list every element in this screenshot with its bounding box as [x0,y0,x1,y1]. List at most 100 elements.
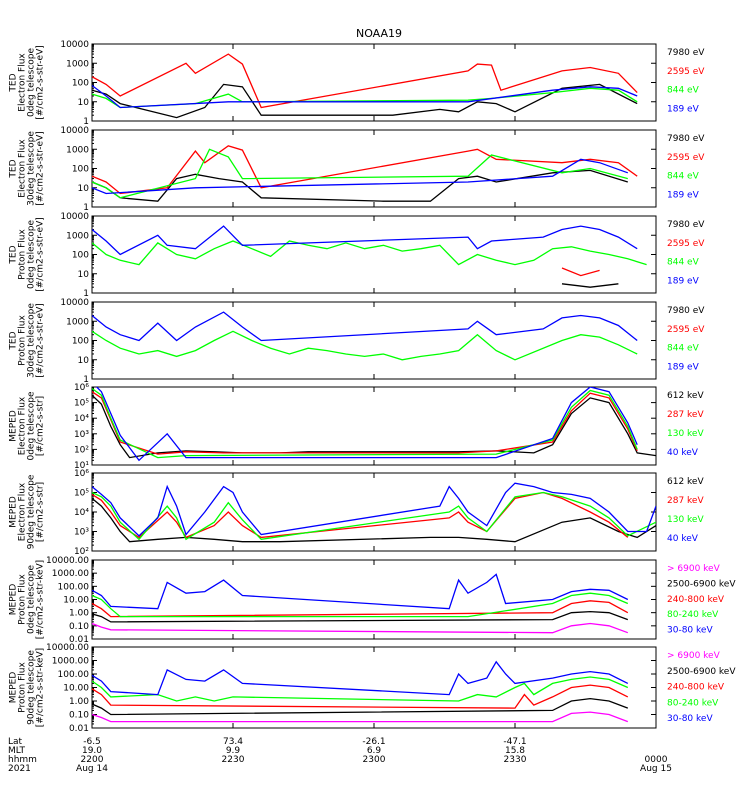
y-tick-label: 10.00 [63,596,89,606]
panel-7: 0.010.101.0010.00100.001000.0010000.00ME… [9,556,737,645]
series-line [92,83,638,119]
y-axis-label-line: Proton Flux [18,315,28,366]
y-tick-label: 1.00 [69,697,89,707]
legend-entry: 2595 eV [667,325,705,335]
legend-entry: 2595 eV [667,67,705,77]
y-axis-label: TEDElectron Flux0deg telescope[#/cm2-s-s… [9,45,46,120]
x-time-label: 2200 [81,755,104,765]
series-line [92,53,638,109]
legend-entry: 7980 eV [667,306,705,316]
y-tick-label: 10 [78,356,90,366]
x-date-start: Aug 14 [76,764,108,774]
y-axis-label-line: [#/cm2-s-str-eV] [36,303,46,378]
y-axis-label-line: Proton Flux [18,229,28,280]
x-lat-label: -47.1 [503,737,526,747]
y-tick-label: 1000 [66,317,89,327]
series-line [92,240,647,266]
y-tick-label: 10⁶ [74,383,89,393]
y-tick-label: 100 [72,79,89,89]
y-axis-label-line: 30deg telescope [27,303,37,378]
series-group [92,387,656,462]
legend-entry: 130 keV [667,429,704,439]
legend-entry: 80-240 keV [667,610,719,620]
y-axis-label-line: MEPED [9,672,19,704]
legend-entry: 240-800 keV [667,595,725,605]
y-axis-label-line: Proton Flux [18,662,28,713]
x-row-label: MLT [8,746,26,756]
legend-entry: > 6900 keV [667,564,721,574]
y-tick-label: 10000 [60,212,89,222]
panel-2: 1 10 100 1000 10000 TEDElectron Flux30deg tel… [9,126,706,213]
y-tick-label: 1000.00 [52,569,89,579]
figure-title: NOAA19 [356,27,402,40]
y-axis-label: MEPEDElectron Flux90deg telescope[#/cm2-… [9,474,46,549]
y-tick-label: 10 [78,270,90,280]
y-axis-label-line: Electron Flux [18,139,28,198]
y-axis-label-line: MEPED [9,496,19,528]
legend-entry: 30-80 keV [667,714,713,724]
y-axis-label-line: 0deg telescope [27,565,37,635]
y-axis-label-line: 30deg telescope [27,131,37,206]
y-tick-label: 100 [72,165,89,175]
y-axis-label: TEDProton Flux30deg telescope[#/cm2-s-st… [9,303,46,378]
x-mlt-label: 15.8 [505,746,525,756]
series-group [92,482,656,543]
x-time-label: 2230 [222,755,245,765]
y-tick-label: 10000 [60,126,89,136]
y-tick-label: 10³ [74,430,89,440]
series-group [92,225,647,288]
legend-entry: > 6900 keV [667,651,721,661]
y-tick-label: 10² [74,445,89,455]
legend-entry: 287 keV [667,410,704,420]
series-line [92,697,629,716]
y-tick-label: 10⁵ [74,399,89,409]
y-tick-label: 0.01 [69,635,89,645]
series-group [92,573,629,634]
y-axis-label-line: Proton Flux [18,574,28,625]
y-tick-label: 10 [78,98,90,108]
y-tick-label: 10000 [60,298,89,308]
y-tick-label: 1.00 [69,609,89,619]
legend-entry: 30-80 keV [667,626,713,636]
x-lat-label: -26.1 [362,737,385,747]
series-line [92,225,638,256]
series-line [95,387,638,462]
legend-entry: 2500-6900 keV [667,579,736,589]
y-tick-label: 100.00 [58,670,90,680]
y-axis-label-line: TED [9,245,19,264]
legend-entry: 2500-6900 keV [667,667,736,677]
series-line [92,148,628,199]
y-tick-label: 0.10 [69,711,89,721]
y-axis-label-line: 90deg telescope [27,474,37,549]
y-tick-label: 100.00 [58,582,90,592]
legend-entry: 2595 eV [667,239,705,249]
y-tick-label: 10⁴ [74,508,89,518]
y-axis-label-line: 0deg telescope [27,48,37,118]
x-mlt-label: 6.9 [367,746,382,756]
y-tick-label: 1 [83,289,89,299]
y-axis-label-line: TED [9,331,19,350]
legend-entry: 240-800 keV [667,683,725,693]
y-tick-label: 1 [83,203,89,213]
series-line [92,311,638,342]
legend-entry: 189 eV [667,104,700,114]
y-axis-label-line: [#/cm2-s-str] [36,396,46,456]
y-tick-label: 1 [83,117,89,127]
series-line [92,660,629,696]
legend-entry: 287 keV [667,496,704,506]
panel-5: 10¹ 10² 10³ 10⁴ 10⁵ 10⁶ MEPEDElectron Flux0deg… [9,383,705,471]
y-axis-label-line: [#/cm2-s-str] [36,482,46,542]
y-tick-label: 100 [72,337,89,347]
y-axis-label-line: [#/cm2-s-str-eV] [36,217,46,292]
y-axis-label-line: TED [9,73,19,92]
y-tick-label: 10⁴ [74,414,89,424]
series-line [92,592,629,618]
y-axis-label-line: [#/cm2-s-str-keV] [36,560,46,639]
y-axis-label-line: 90deg telescope [27,650,37,725]
y-tick-label: 1000.00 [52,657,89,667]
y-tick-label: 10³ [74,528,89,538]
y-tick-label: 1000 [66,231,89,241]
